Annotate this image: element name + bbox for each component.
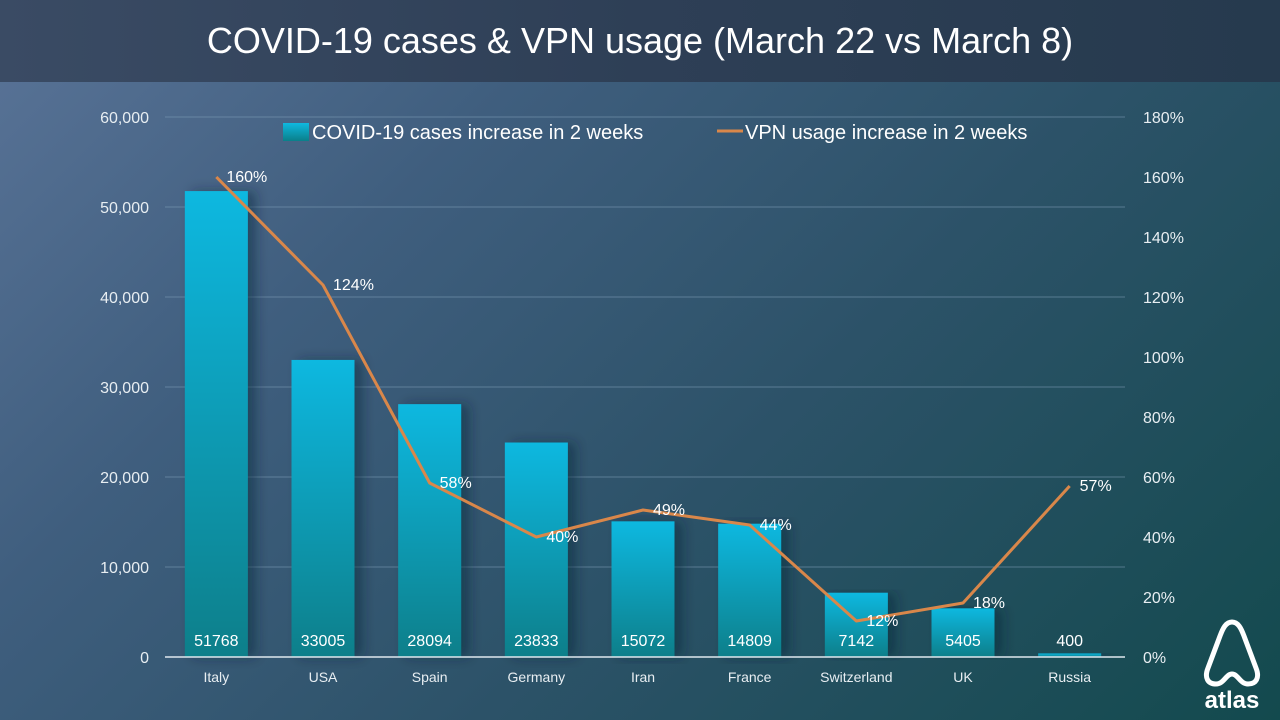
- category-label: Iran: [631, 669, 655, 685]
- left-axis-tick-label: 20,000: [100, 470, 149, 487]
- legend: COVID-19 cases increase in 2 weeks VPN u…: [283, 122, 1027, 144]
- left-axis-tick-label: 60,000: [100, 110, 149, 127]
- right-axis-tick-label: 100%: [1143, 350, 1184, 367]
- category-label: France: [728, 669, 772, 685]
- line-data-label: 44%: [760, 517, 792, 534]
- bar-series: [184, 191, 1102, 657]
- line-data-label: 49%: [653, 502, 685, 519]
- right-axis-tick-label: 20%: [1143, 590, 1175, 607]
- atlas-logo-icon: atlas: [1203, 619, 1261, 712]
- line-data-label: 160%: [226, 169, 267, 186]
- bar-data-label: 7142: [839, 633, 875, 650]
- right-axis-tick-label: 0%: [1143, 650, 1166, 667]
- category-label: Germany: [508, 669, 566, 685]
- bar-usa: [291, 359, 355, 657]
- bar-russia: [1038, 653, 1102, 657]
- bar-france: [718, 523, 782, 657]
- bar-iran: [611, 521, 675, 657]
- bar-data-label: 51768: [194, 633, 239, 650]
- bar-italy: [184, 191, 248, 657]
- bar-data-label: 14809: [727, 633, 772, 650]
- legend-swatch-bar: [283, 123, 309, 141]
- category-label: USA: [309, 669, 338, 685]
- line-data-labels: 160% 124% 58% 40% 49% 44% 12% 18% 57%: [226, 169, 1111, 630]
- bar-germany: [504, 442, 568, 657]
- category-label: Spain: [412, 669, 448, 685]
- bar-data-label: 23833: [514, 633, 559, 650]
- right-axis-tick-label: 180%: [1143, 110, 1184, 127]
- right-axis-tick-label: 80%: [1143, 410, 1175, 427]
- bar-data-label: 33005: [301, 633, 346, 650]
- category-label: UK: [953, 669, 973, 685]
- left-axis-tick-label: 30,000: [100, 380, 149, 397]
- category-label: Italy: [203, 669, 229, 685]
- right-axis-tick-label: 40%: [1143, 530, 1175, 547]
- bar-data-label: 400: [1056, 633, 1083, 650]
- bar-data-label: 15072: [621, 633, 666, 650]
- category-label: Switzerland: [820, 669, 892, 685]
- line-data-label: 57%: [1080, 478, 1112, 495]
- bar-uk: [931, 608, 995, 657]
- atlas-wordmark: atlas: [1205, 687, 1260, 712]
- left-axis-tick-label: 10,000: [100, 560, 149, 577]
- right-axis-tick-label: 60%: [1143, 470, 1175, 487]
- line-data-label: 40%: [546, 529, 578, 546]
- line-data-label: 12%: [866, 613, 898, 630]
- line-data-label: 124%: [333, 277, 374, 294]
- category-label: Russia: [1048, 669, 1091, 685]
- left-axis-tick-label: 40,000: [100, 290, 149, 307]
- right-axis-tick-label: 160%: [1143, 170, 1184, 187]
- bar-data-label: 28094: [407, 633, 452, 650]
- line-series: [215, 175, 1071, 623]
- bar-data-labels: 51768 33005 28094 23833 15072 14809 7142 5405 40…: [194, 633, 1083, 650]
- right-axis-tick-label: 120%: [1143, 290, 1184, 307]
- vpn-usage-line: [215, 175, 1071, 623]
- left-axis-tick-label: 0: [140, 650, 149, 667]
- legend-label-vpn: VPN usage increase in 2 weeks: [745, 122, 1027, 144]
- title-bar: COVID-19 cases & VPN usage (March 22 vs …: [0, 0, 1280, 82]
- right-axis-tick-label: 140%: [1143, 230, 1184, 247]
- legend-label-cases: COVID-19 cases increase in 2 weeks: [312, 122, 643, 144]
- right-axis-ticks: 0% 20% 40% 60% 80% 100% 120% 140% 160% 180%: [1143, 110, 1184, 667]
- line-data-label: 58%: [440, 475, 472, 492]
- left-axis-tick-label: 50,000: [100, 200, 149, 217]
- chart-title: COVID-19 cases & VPN usage (March 22 vs …: [206, 20, 1074, 61]
- left-axis-ticks: 0 10,000 20,000 30,000 40,000 50,000 60,000: [100, 110, 149, 667]
- bar-data-label: 5405: [945, 633, 981, 650]
- line-data-label: 18%: [973, 595, 1005, 612]
- category-labels: Italy USA Spain Germany Iran France Switzerlan…: [203, 669, 1091, 685]
